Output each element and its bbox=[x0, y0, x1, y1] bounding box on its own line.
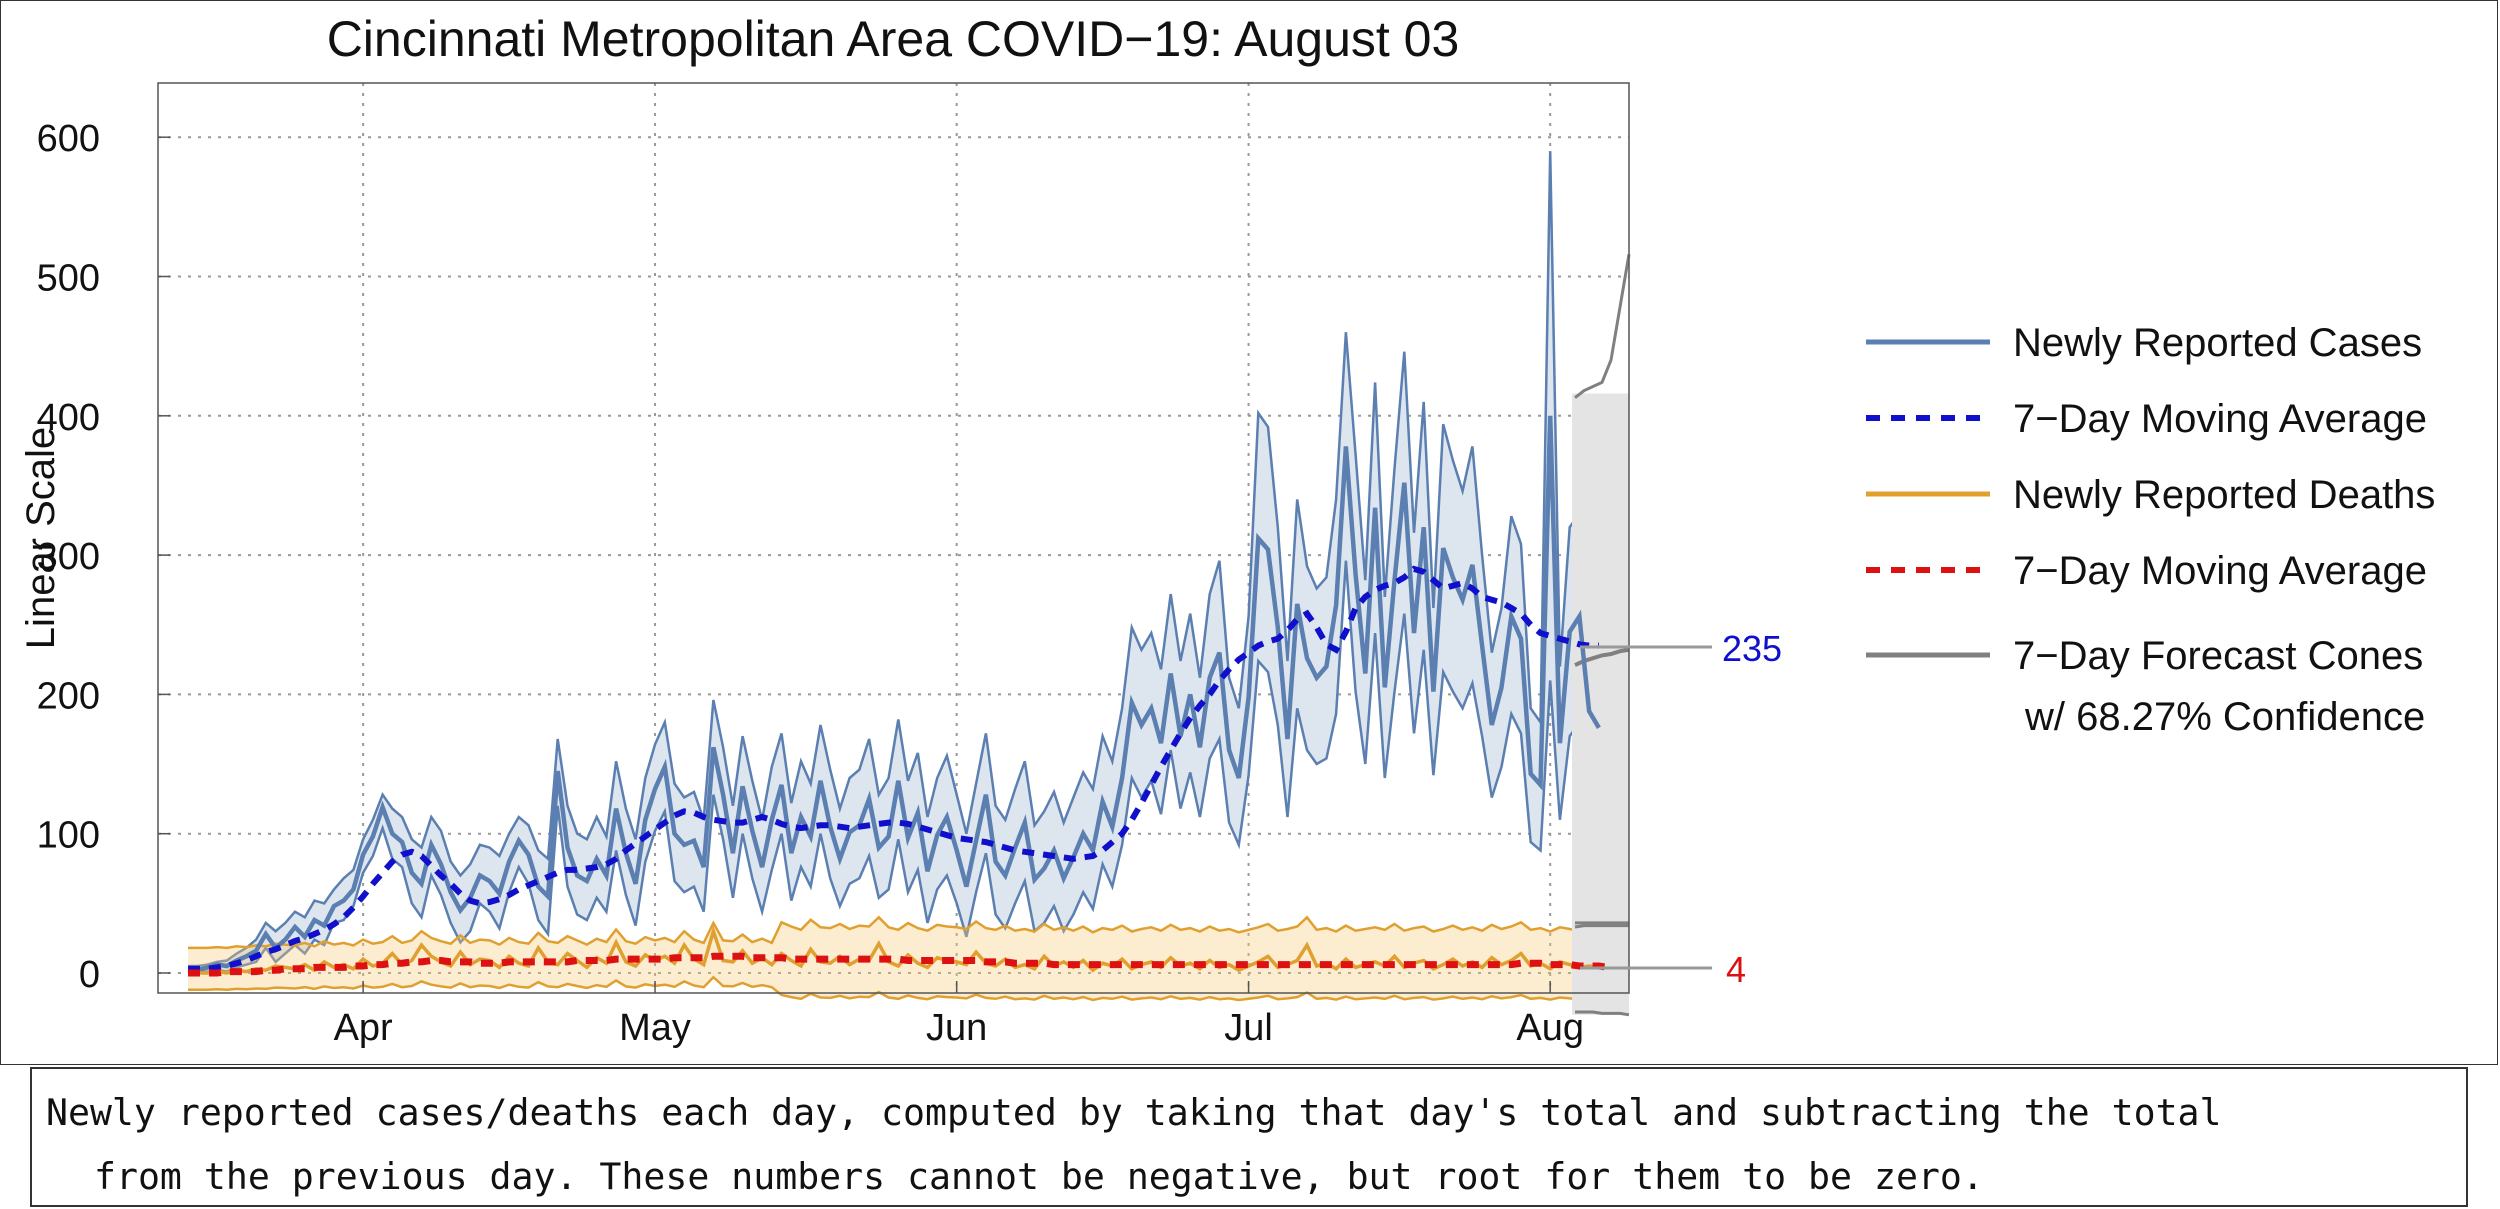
x-tick-label: Aug bbox=[1516, 1007, 1584, 1049]
latest-value-callouts: 235 4 bbox=[1580, 628, 1782, 990]
series-lines bbox=[187, 415, 1610, 977]
cases-band-fill bbox=[188, 151, 1599, 974]
x-tick-label: Jun bbox=[926, 1007, 987, 1049]
axis-ticks: 0 100 200 300 400 500 600 Apr May Jun Jul Aug bbox=[37, 118, 1584, 1049]
confidence-bands bbox=[187, 151, 1601, 1002]
y-axis-label: Linear Scale bbox=[19, 427, 63, 649]
chart-title: Cincinnati Metropolitan Area COVID−19: A… bbox=[327, 11, 1460, 67]
legend-label-cases: Newly Reported Cases bbox=[2013, 321, 2422, 365]
x-tick-label: Jul bbox=[1224, 1007, 1273, 1049]
x-tick-label: May bbox=[619, 1007, 691, 1049]
forecast-shade bbox=[1572, 393, 1629, 1015]
cases-band-lower bbox=[187, 560, 1600, 975]
deaths-band-fill bbox=[188, 917, 1599, 1000]
caption-line-1: Newly reported cases/deaths each day, co… bbox=[46, 1091, 2222, 1134]
y-tick-label: 500 bbox=[37, 258, 100, 300]
y-tick-label: 400 bbox=[37, 397, 100, 439]
legend: Newly Reported Cases 7−Day Moving Averag… bbox=[1866, 321, 2435, 739]
forecast-deaths-lower bbox=[1575, 1010, 1630, 1017]
forecast-cases-lower bbox=[1574, 924, 1629, 929]
caption-text: Newly reported cases/deaths each day, co… bbox=[46, 1081, 2456, 1209]
legend-label-deaths-avg: 7−Day Moving Average bbox=[2013, 549, 2427, 593]
y-tick-label: 200 bbox=[37, 675, 100, 717]
y-tick-label: 0 bbox=[79, 954, 100, 996]
y-tick-label: 600 bbox=[37, 118, 100, 160]
forecast-cones bbox=[1572, 253, 1631, 1017]
legend-label-forecast-note: w/ 68.27% Confidence bbox=[2024, 695, 2425, 739]
deaths-band-lower bbox=[188, 975, 1599, 1002]
caption-box: Newly reported cases/deaths each day, co… bbox=[30, 1067, 2468, 1207]
deaths-moving-average-line bbox=[188, 952, 1610, 977]
chart-figure: Cincinnati Metropolitan Area COVID−19: A… bbox=[19, 11, 2435, 1049]
x-tick-label: Apr bbox=[334, 1007, 393, 1049]
cases-latest-value: 235 bbox=[1722, 628, 1782, 669]
cases-moving-average-line bbox=[188, 565, 1599, 972]
deaths-latest-value: 4 bbox=[1726, 949, 1746, 990]
cases-band-upper bbox=[188, 151, 1601, 968]
chart-frame bbox=[0, 0, 2498, 1065]
y-tick-label: 300 bbox=[37, 536, 100, 578]
cases-line bbox=[187, 415, 1601, 973]
caption-line-2: from the previous day. These numbers can… bbox=[94, 1155, 1984, 1198]
legend-label-cases-avg: 7−Day Moving Average bbox=[2013, 397, 2427, 441]
legend-label-deaths: Newly Reported Deaths bbox=[2013, 473, 2435, 517]
forecast-cases-upper bbox=[1574, 253, 1631, 399]
legend-label-forecast: 7−Day Forecast Cones bbox=[2013, 634, 2423, 678]
y-tick-label: 100 bbox=[37, 815, 100, 857]
deaths-band-upper bbox=[188, 915, 1600, 950]
plot-border bbox=[157, 82, 1630, 994]
